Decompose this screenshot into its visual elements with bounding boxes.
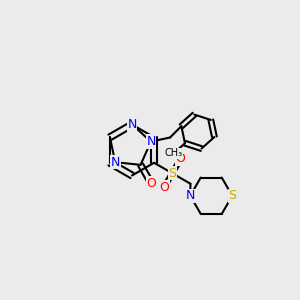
Text: S: S xyxy=(168,167,176,180)
Text: O: O xyxy=(146,176,156,190)
Text: CH₃: CH₃ xyxy=(165,148,183,158)
Text: N: N xyxy=(146,135,156,148)
Text: N: N xyxy=(127,118,137,131)
Text: S: S xyxy=(228,189,236,202)
Text: O: O xyxy=(159,181,169,194)
Text: O: O xyxy=(176,152,185,166)
Text: N: N xyxy=(186,189,195,202)
Text: N: N xyxy=(110,156,120,169)
